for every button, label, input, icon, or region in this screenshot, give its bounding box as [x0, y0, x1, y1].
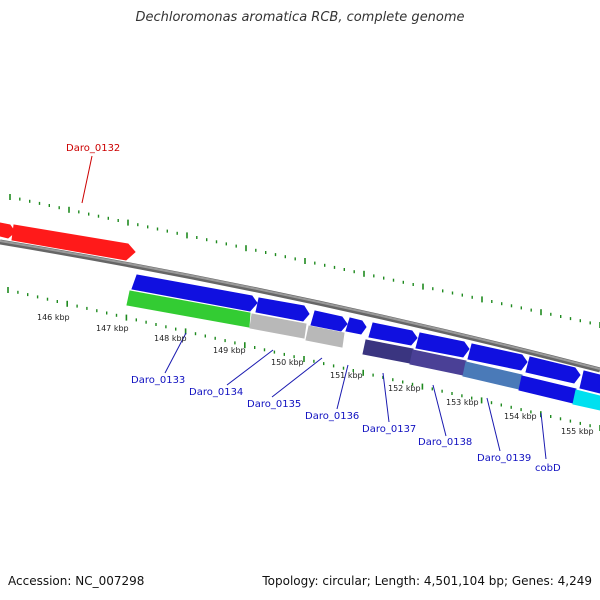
feature-blue[interactable]: [525, 356, 581, 384]
genome-summary: Topology: circular; Length: 4,501,104 bp…: [262, 574, 592, 588]
feature-blue[interactable]: [467, 343, 528, 371]
leader-line: [81, 155, 93, 204]
feature-blue[interactable]: [345, 317, 367, 335]
gene-labels: Daro_0132 Daro_0133 Daro_0134 Daro_0135 …: [66, 143, 561, 474]
leader-line: [271, 357, 323, 398]
feature-blue[interactable]: [579, 370, 600, 394]
accession-text: Accession: NC_007298: [8, 574, 145, 588]
gene-label-daro-0133[interactable]: Daro_0133: [131, 375, 185, 386]
feature-track: [0, 222, 600, 411]
feature-blue[interactable]: [255, 297, 310, 322]
map-title: Dechloromonas aromatica RCB, complete ge…: [135, 10, 465, 25]
kbp-label: 148 kbp: [154, 334, 187, 343]
feature-red-left[interactable]: [0, 222, 16, 239]
gene-label-daro-0137[interactable]: Daro_0137: [362, 424, 416, 435]
leader-line: [540, 412, 547, 460]
leader-line: [336, 364, 349, 410]
kbp-label: 155 kbp: [561, 427, 594, 436]
leader-line: [226, 349, 274, 386]
label-leaders: [81, 155, 547, 460]
feature-red[interactable]: [11, 224, 136, 261]
feature-blue[interactable]: [415, 332, 470, 358]
kbp-label: 147 kbp: [96, 324, 129, 333]
kbp-label: 146 kbp: [37, 313, 70, 322]
kbp-label: 150 kbp: [271, 358, 304, 367]
gene-label-daro-0139[interactable]: Daro_0139: [477, 453, 531, 464]
kbp-scale: 146 kbp 147 kbp 148 kbp 149 kbp 150 kbp …: [37, 313, 594, 436]
kbp-label: 154 kbp: [504, 412, 537, 421]
feature-cyan[interactable]: [572, 389, 600, 411]
leader-line: [164, 332, 187, 374]
leader-line: [486, 397, 501, 452]
tick-marks: [7, 194, 600, 431]
gene-label-daro-0138[interactable]: Daro_0138: [418, 437, 472, 448]
feature-blue[interactable]: [131, 274, 258, 312]
gene-label-daro-0136[interactable]: Daro_0136: [305, 411, 359, 422]
gene-label-daro-0135[interactable]: Daro_0135: [247, 399, 301, 410]
leader-line: [432, 384, 447, 437]
kbp-label: 149 kbp: [213, 346, 246, 355]
kbp-label: 152 kbp: [388, 384, 421, 393]
feature-blue[interactable]: [368, 322, 418, 346]
feature-gray[interactable]: [249, 313, 307, 339]
gene-label-cobd[interactable]: cobD: [535, 463, 561, 474]
genome-backbone-highlight: [0, 240, 600, 370]
kbp-label: 151 kbp: [330, 371, 363, 380]
gene-label-daro-0132[interactable]: Daro_0132: [66, 143, 120, 154]
feature-gray[interactable]: [305, 325, 345, 348]
leader-line: [382, 372, 390, 423]
gene-label-daro-0134[interactable]: Daro_0134: [189, 387, 243, 398]
kbp-label: 153 kbp: [446, 398, 479, 407]
feature-blue[interactable]: [310, 310, 348, 332]
feature-green[interactable]: [126, 290, 251, 328]
